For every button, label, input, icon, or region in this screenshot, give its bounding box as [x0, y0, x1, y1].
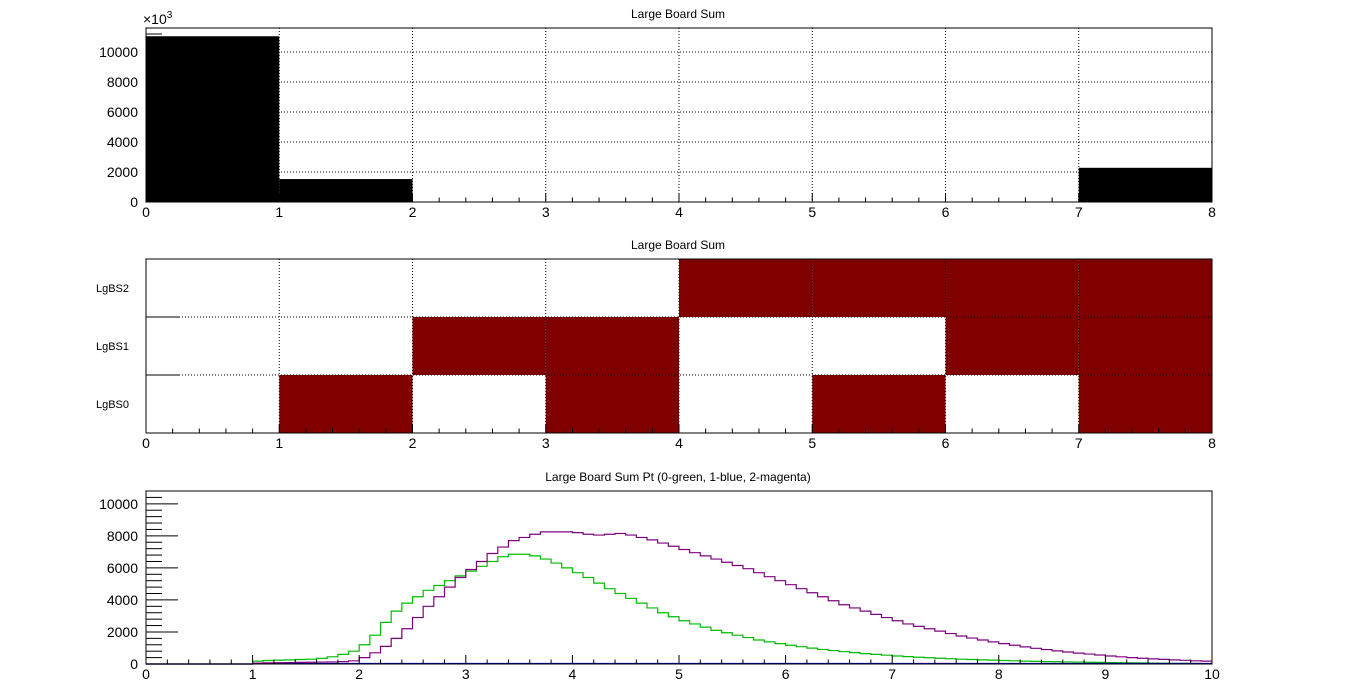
heatmap-cell	[812, 259, 946, 317]
x-tick-label: 5	[808, 204, 816, 220]
histogram-bar	[279, 179, 413, 202]
x-tick-label: 3	[462, 666, 470, 682]
heatmap-cell	[1078, 259, 1212, 317]
x-tick-label: 0	[142, 204, 150, 220]
x-tick-label: 4	[569, 666, 577, 682]
x-tick-label: 6	[942, 204, 950, 220]
histogram-panel: Large Board Sum 0 1 2 3 4 5 6 7 8 0 2000 4000 6000 80…	[99, 7, 1216, 220]
series-line	[146, 531, 1212, 665]
x-tick-label: 8	[1208, 435, 1216, 451]
y-tick-label: 10000	[99, 44, 138, 60]
histogram-bar	[146, 36, 280, 202]
grid-layer	[146, 259, 1212, 433]
x-tick-label: 5	[675, 666, 683, 682]
x-tick-label: 9	[1102, 666, 1110, 682]
y-tick-label: 8000	[107, 528, 138, 544]
x-tick-label: 8	[995, 666, 1003, 682]
plot-frame	[145, 490, 1213, 665]
x-tick-label: 0	[142, 435, 150, 451]
y-tick-label: 6000	[107, 104, 138, 120]
cells-layer	[279, 259, 1212, 433]
x-tick-label: 6	[782, 666, 790, 682]
chart-title: Large Board Sum Pt (0-green, 1-blue, 2-m…	[545, 470, 810, 484]
x-tick-label: 2	[409, 435, 417, 451]
series-line	[146, 553, 1212, 665]
x-tick-label: 1	[275, 204, 283, 220]
x-tick-label: 2	[355, 666, 363, 682]
heatmap-cell	[545, 317, 679, 375]
y-row-label: LgBS2	[96, 283, 129, 295]
y-exponent-base: ×10	[143, 11, 167, 27]
x-tick-label: 7	[1075, 435, 1083, 451]
y-row-label: LgBS0	[96, 399, 129, 411]
x-tick-label: 0	[142, 666, 150, 682]
x-tick-label: 10	[1204, 666, 1220, 682]
axes-layer: 0 1 2 3 4 5 6 7 8 0 2000 4000 6000 8000 10000	[99, 27, 1216, 220]
heatmap-cell	[679, 259, 813, 317]
histogram-bar	[1078, 167, 1212, 202]
bars-layer	[146, 36, 1212, 202]
heatmap-cell	[945, 317, 1079, 375]
x-tick-label: 7	[1075, 204, 1083, 220]
y-tick-label: 2000	[107, 164, 138, 180]
y-tick-label: 2000	[107, 624, 138, 640]
y-tick-label: 0	[130, 194, 138, 210]
y-tick-label: 8000	[107, 74, 138, 90]
y-tick-label: 4000	[107, 134, 138, 150]
x-tick-label: 6	[942, 435, 950, 451]
chart-title: Large Board Sum	[631, 238, 725, 252]
chart-title: Large Board Sum	[631, 7, 725, 21]
x-tick-label: 1	[249, 666, 257, 682]
y-tick-label: 6000	[107, 560, 138, 576]
y-tick-label: 4000	[107, 592, 138, 608]
grid-layer	[146, 28, 1212, 202]
x-tick-label: 4	[675, 204, 683, 220]
y-exponent-power: 3	[167, 10, 173, 21]
heatmap-cell	[945, 259, 1079, 317]
lines-layer	[146, 531, 1212, 665]
pt-histogram-panel: Large Board Sum Pt (0-green, 1-blue, 2-m…	[99, 470, 1220, 682]
y-tick-label: 0	[130, 656, 138, 672]
x-tick-label: 7	[888, 666, 896, 682]
x-tick-label: 5	[808, 435, 816, 451]
y-exponent-label: ×103	[143, 10, 173, 27]
heatmap-panel: Large Board Sum 0 1 2 3 4 5 6 7 8 LgBS0 LgBS1 LgBS2	[96, 238, 1216, 451]
x-tick-label: 4	[675, 435, 683, 451]
x-tick-label: 3	[542, 204, 550, 220]
heatmap-cell	[1078, 317, 1212, 375]
heatmap-cell	[279, 375, 413, 433]
axes-layer: 0 1 2 3 4 5 6 7 8 LgBS0 LgBS1 LgBS2	[96, 283, 1216, 451]
x-tick-label: 3	[542, 435, 550, 451]
heatmap-cell	[545, 375, 679, 433]
heatmap-cell	[812, 375, 946, 433]
heatmap-cell	[1078, 375, 1212, 433]
y-row-label: LgBS1	[96, 341, 129, 353]
x-tick-label: 1	[275, 435, 283, 451]
heatmap-cell	[412, 317, 546, 375]
axes-layer: 0 1 2 3 4 5 6 7 8 9 10 0 2000 4000 6000 8000 10000	[99, 490, 1220, 682]
y-tick-label: 10000	[99, 496, 138, 512]
x-tick-label: 2	[409, 204, 417, 220]
x-tick-label: 8	[1208, 204, 1216, 220]
